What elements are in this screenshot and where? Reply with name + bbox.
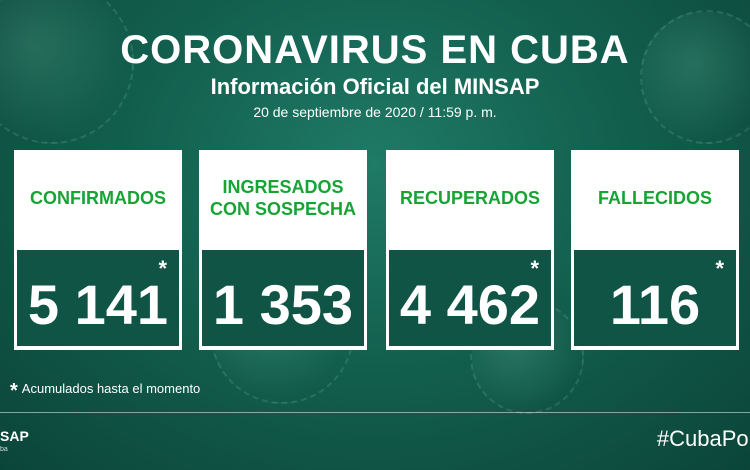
card-label: FALLECIDOS [597,188,712,208]
page-title: CORONAVIRUS EN CUBA [120,28,630,72]
background-virus-1 [0,0,134,144]
card-value-box: 5 141 * [17,250,179,346]
footer-divider [0,412,750,413]
background-virus-2 [640,10,750,144]
asterisk-mark: * [158,256,167,281]
footnote: * Acumulados hasta el momento [10,380,200,403]
card-label: CONFIRMADOS [30,188,166,208]
asterisk-mark: * [530,256,539,281]
card-value: 116 [609,273,701,336]
card-value: 4 462 [399,273,541,336]
card-value-box: 1 353 [202,250,364,346]
card-ingresados: INGRESADOS CON SOSPECHA 1 353 [199,150,367,350]
minsap-logo-subtext: ba [0,446,8,453]
report-date: 20 de septiembre de 2020 / 11:59 p. m. [253,104,497,120]
asterisk-mark: * [715,256,724,281]
card-fallecidos: FALLECIDOS 116 * [571,150,739,350]
card-label: INGRESADOS CON SOSPECHA [209,177,357,219]
hashtag: #CubaPor [656,426,750,451]
card-label: RECUPERADOS [399,188,541,208]
card-recuperados: RECUPERADOS 4 462 * [386,150,554,350]
page-subtitle: Información Oficial del MINSAP [210,74,540,99]
card-confirmados: CONFIRMADOS 5 141 * [14,150,182,350]
card-value-box: 116 * [574,250,736,346]
card-value-box: 4 462 * [389,250,551,346]
footnote-asterisk: * [10,380,18,402]
minsap-logo: SAP [0,428,29,444]
card-value: 5 141 [27,273,169,336]
footnote-text: Acumulados hasta el momento [21,381,201,396]
card-value: 1 353 [212,273,354,336]
